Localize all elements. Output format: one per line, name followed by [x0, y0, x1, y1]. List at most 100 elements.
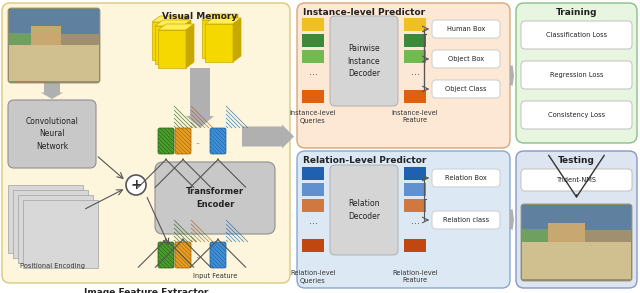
Text: Object Box: Object Box: [448, 56, 484, 62]
Bar: [404, 90, 426, 103]
Bar: [205, 24, 233, 62]
Polygon shape: [205, 18, 241, 24]
Polygon shape: [186, 68, 214, 128]
Bar: [302, 199, 324, 212]
Bar: [9, 33, 50, 82]
Text: Testing: Testing: [558, 156, 595, 165]
Bar: [522, 229, 577, 278]
Text: Relation-Level Predictor: Relation-Level Predictor: [303, 156, 426, 165]
Text: Trident-NMS: Trident-NMS: [557, 177, 596, 183]
Polygon shape: [183, 20, 191, 64]
Bar: [302, 18, 324, 31]
Text: ..: ..: [195, 137, 200, 146]
FancyBboxPatch shape: [330, 165, 398, 255]
Bar: [18, 195, 93, 263]
Bar: [404, 239, 426, 252]
FancyBboxPatch shape: [432, 20, 500, 38]
Text: +: +: [130, 178, 142, 192]
Text: Instance-level Predictor: Instance-level Predictor: [303, 8, 425, 17]
Polygon shape: [510, 207, 514, 231]
Circle shape: [126, 175, 146, 195]
Polygon shape: [158, 24, 194, 30]
FancyBboxPatch shape: [158, 128, 174, 154]
Bar: [302, 90, 324, 103]
FancyBboxPatch shape: [330, 16, 398, 106]
Text: ...: ...: [410, 216, 419, 226]
FancyBboxPatch shape: [2, 3, 290, 283]
FancyBboxPatch shape: [8, 8, 100, 83]
Text: Input Feature: Input Feature: [193, 273, 237, 279]
Polygon shape: [230, 14, 238, 58]
Bar: [404, 18, 426, 31]
Bar: [202, 20, 230, 58]
Bar: [404, 183, 426, 196]
Bar: [31, 26, 61, 63]
FancyBboxPatch shape: [8, 100, 96, 168]
Polygon shape: [155, 20, 191, 26]
FancyBboxPatch shape: [432, 80, 500, 98]
FancyBboxPatch shape: [432, 50, 500, 68]
FancyBboxPatch shape: [158, 242, 174, 268]
FancyBboxPatch shape: [521, 61, 632, 89]
Text: Consistency Loss: Consistency Loss: [548, 112, 605, 118]
Bar: [8, 185, 83, 253]
Bar: [302, 167, 324, 180]
Polygon shape: [202, 14, 238, 20]
FancyBboxPatch shape: [432, 211, 500, 229]
Bar: [522, 205, 631, 230]
FancyBboxPatch shape: [210, 128, 226, 154]
Text: Instance-level
Feature: Instance-level Feature: [392, 110, 438, 124]
FancyBboxPatch shape: [521, 21, 632, 49]
Polygon shape: [186, 24, 194, 68]
Text: Visual Memory: Visual Memory: [163, 12, 237, 21]
Text: Instance-level
Queries: Instance-level Queries: [290, 110, 336, 124]
FancyBboxPatch shape: [432, 169, 500, 187]
FancyBboxPatch shape: [516, 3, 637, 143]
Polygon shape: [180, 16, 188, 60]
Text: Transformer
Encoder: Transformer Encoder: [186, 187, 244, 209]
Text: Training: Training: [556, 8, 597, 17]
Bar: [155, 26, 183, 64]
Bar: [404, 34, 426, 47]
FancyBboxPatch shape: [521, 204, 632, 281]
Text: Convolutional
Neural
Network: Convolutional Neural Network: [26, 117, 79, 151]
Bar: [13, 190, 88, 258]
Text: ...: ...: [410, 67, 419, 77]
Bar: [302, 239, 324, 252]
Text: ...: ...: [308, 216, 317, 226]
Bar: [404, 50, 426, 63]
Text: Human Box: Human Box: [447, 26, 485, 32]
Text: Relation
Decoder: Relation Decoder: [348, 199, 380, 221]
FancyBboxPatch shape: [155, 162, 275, 234]
Bar: [158, 30, 186, 68]
Bar: [302, 50, 324, 63]
Bar: [23, 200, 98, 268]
Text: Object Class: Object Class: [445, 86, 487, 92]
Text: Pairwise
Instance
Decoder: Pairwise Instance Decoder: [348, 44, 380, 78]
Text: ...: ...: [308, 67, 317, 77]
Bar: [302, 183, 324, 196]
Bar: [404, 199, 426, 212]
Bar: [522, 242, 631, 279]
Text: Positional Encoding: Positional Encoding: [19, 263, 84, 269]
FancyBboxPatch shape: [516, 151, 637, 288]
Text: Image Feature Extractor: Image Feature Extractor: [84, 288, 208, 293]
Bar: [404, 167, 426, 180]
FancyBboxPatch shape: [175, 128, 191, 154]
Bar: [9, 9, 99, 34]
Polygon shape: [41, 83, 63, 99]
FancyBboxPatch shape: [521, 169, 632, 191]
Text: Relation class: Relation class: [443, 217, 489, 223]
Polygon shape: [233, 18, 241, 62]
Text: Relation-level
Feature: Relation-level Feature: [392, 270, 438, 284]
Polygon shape: [510, 64, 514, 88]
Polygon shape: [242, 125, 294, 149]
Bar: [302, 34, 324, 47]
Text: Relation-level
Queries: Relation-level Queries: [290, 270, 336, 284]
FancyBboxPatch shape: [297, 3, 510, 148]
Text: ..: ..: [195, 251, 200, 260]
Text: Regression Loss: Regression Loss: [550, 72, 604, 78]
FancyBboxPatch shape: [521, 101, 632, 129]
FancyBboxPatch shape: [175, 242, 191, 268]
Text: Relation Box: Relation Box: [445, 175, 487, 181]
